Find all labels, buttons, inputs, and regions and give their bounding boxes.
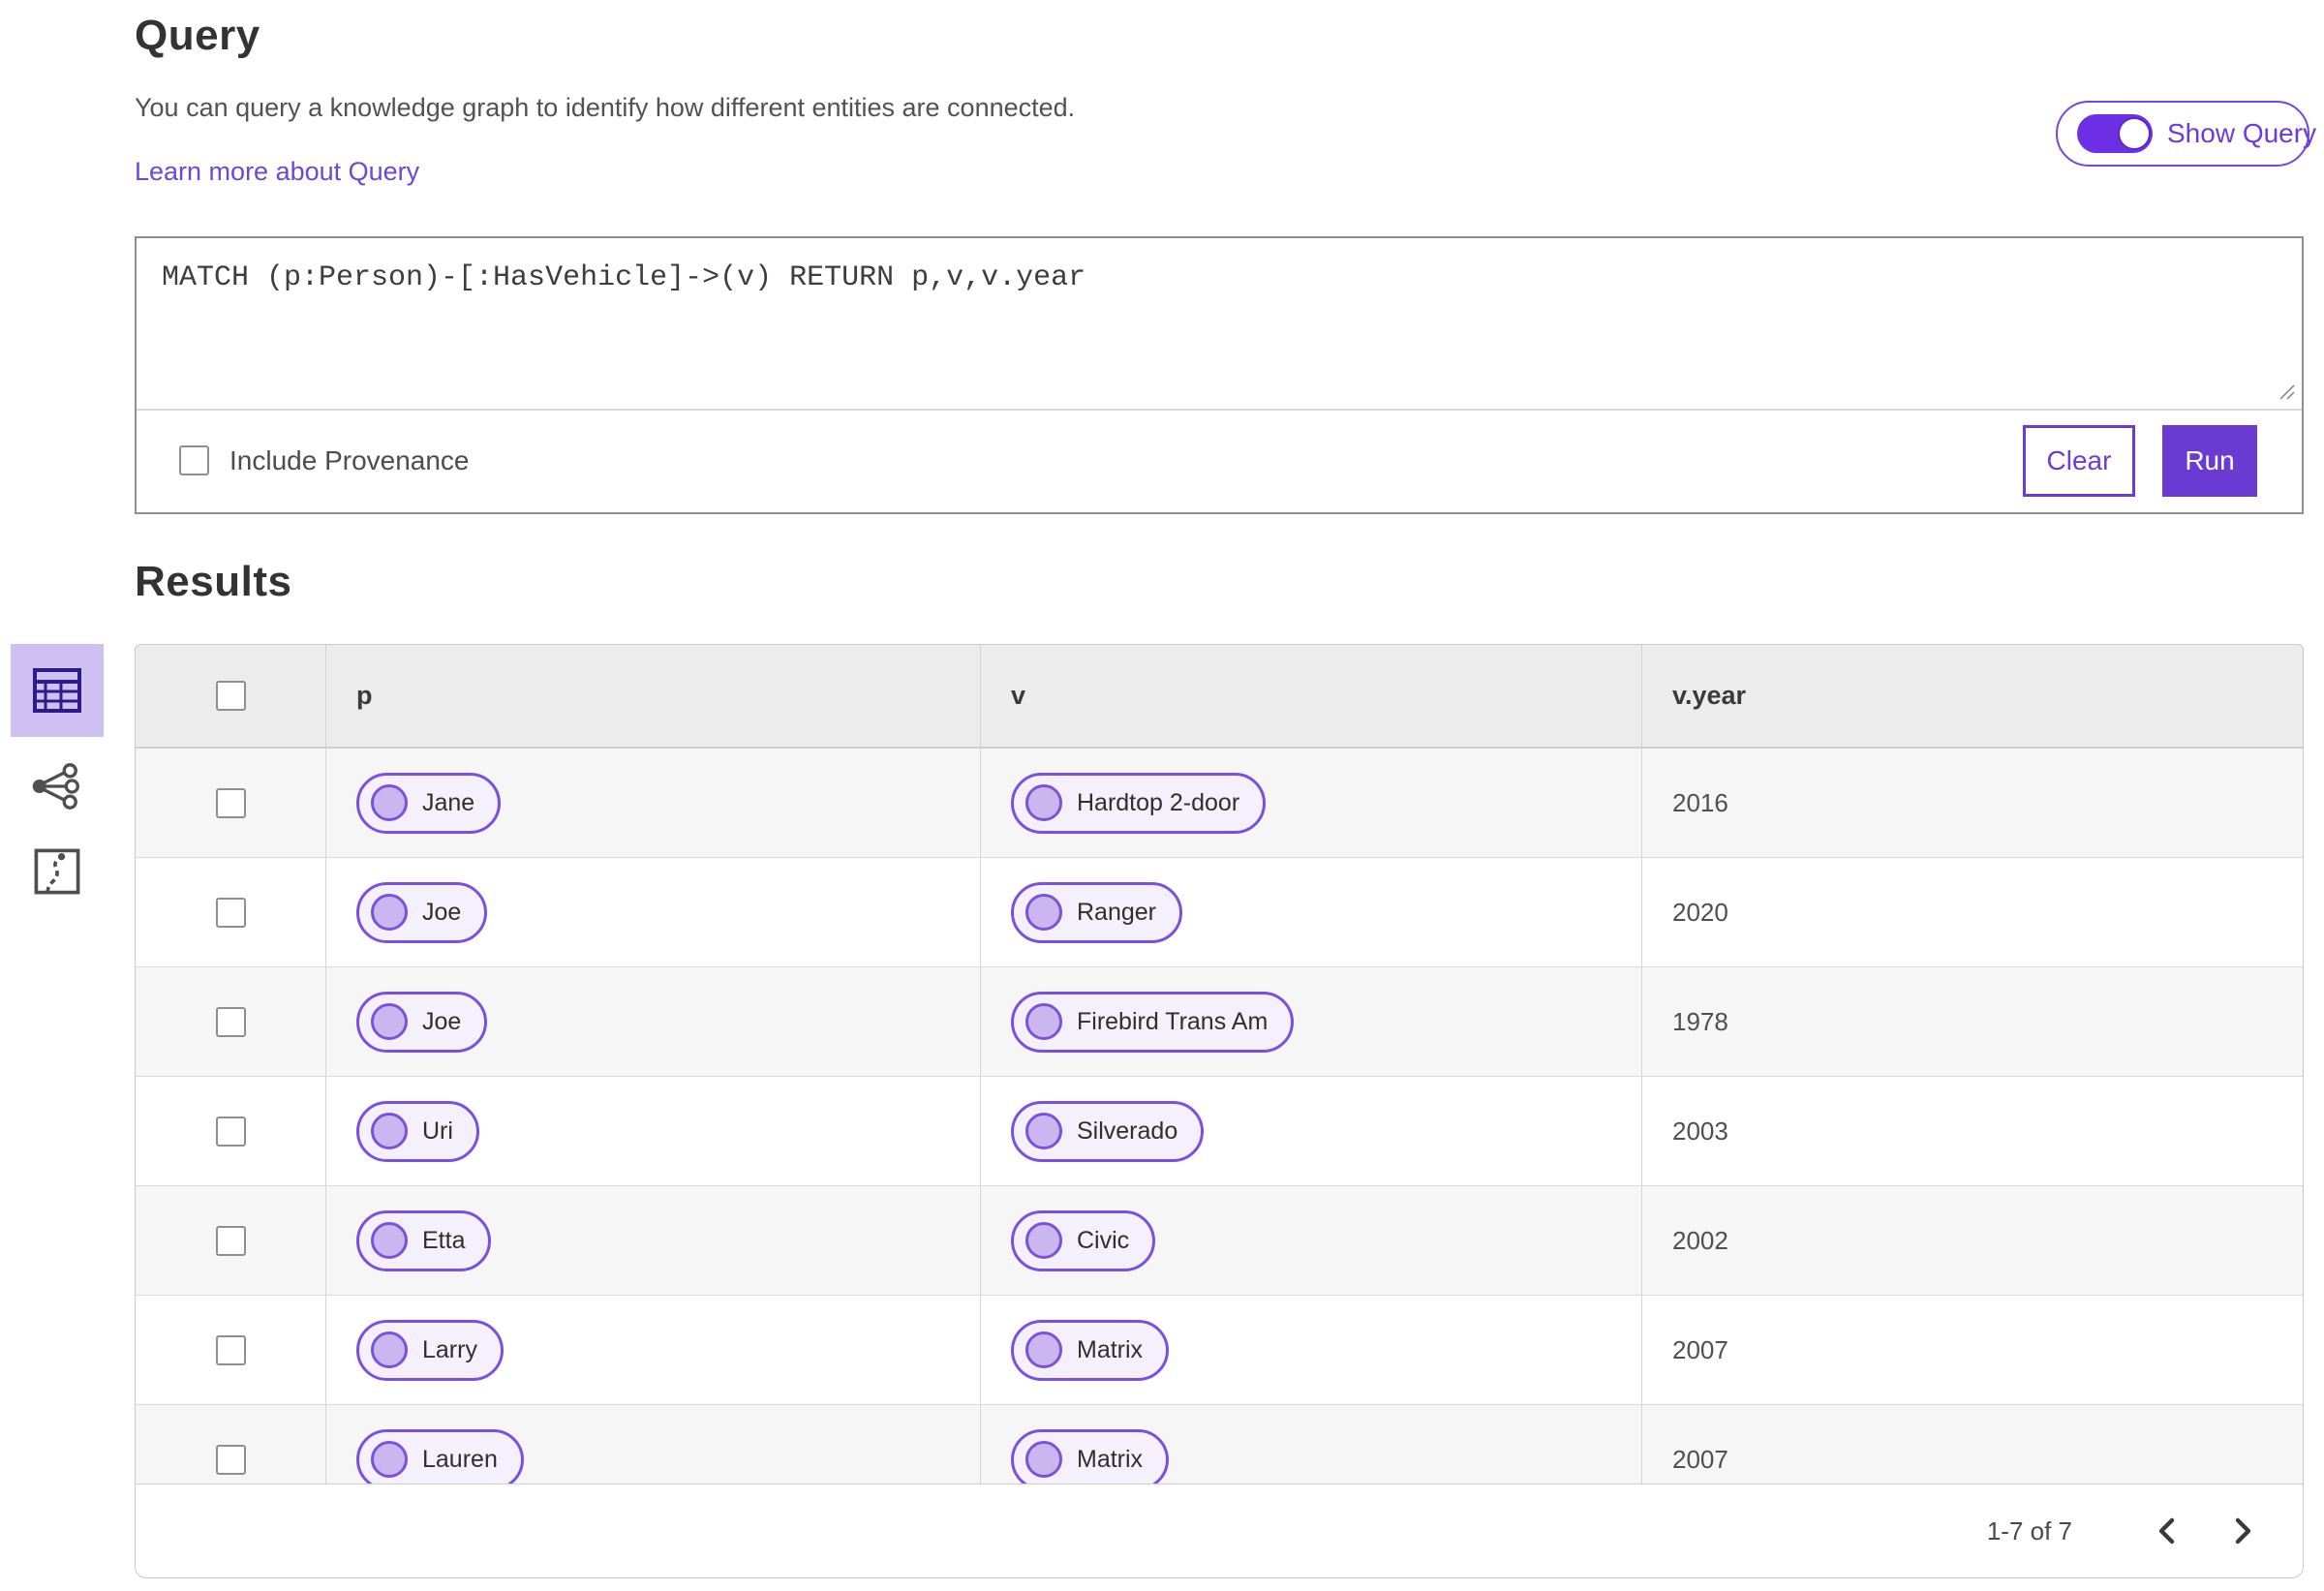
query-toolbar: Include Provenance Clear Run: [137, 411, 2302, 510]
chevron-right-icon: [2235, 1517, 2251, 1545]
chevron-left-icon: [2158, 1517, 2175, 1545]
select-all-checkbox[interactable]: [215, 681, 246, 711]
node-icon: [371, 1113, 408, 1149]
pill-label: Civic: [1077, 1226, 1130, 1254]
row-checkbox[interactable]: [215, 787, 246, 818]
node-icon: [1025, 1003, 1062, 1040]
learn-more-link[interactable]: Learn more about Query: [135, 157, 420, 186]
row-checkbox[interactable]: [215, 1225, 246, 1256]
entity-pill-person[interactable]: Joe: [356, 991, 488, 1053]
table-row: Jane Hardtop 2-door 2016: [136, 749, 2303, 858]
node-icon: [371, 1003, 408, 1040]
node-icon: [1025, 784, 1062, 821]
year-value: 1978: [1672, 1006, 1728, 1036]
table-row: Joe Ranger 2020: [136, 858, 2303, 967]
row-checkbox[interactable]: [215, 1444, 246, 1475]
node-icon: [1025, 1331, 1062, 1368]
page-title: Query: [135, 12, 260, 59]
node-icon: [371, 1441, 408, 1478]
table-row: Joe Firebird Trans Am 1978: [136, 967, 2303, 1077]
entity-pill-vehicle[interactable]: Firebird Trans Am: [1011, 991, 1295, 1053]
entity-pill-person[interactable]: Lauren: [356, 1428, 524, 1490]
table-row: Uri Silverado 2003: [136, 1077, 2303, 1186]
pill-label: Lauren: [422, 1445, 498, 1473]
run-button[interactable]: Run: [2162, 424, 2257, 497]
query-editor-card: MATCH (p:Person)-[:HasVehicle]->(v) RETU…: [135, 236, 2304, 514]
clear-button[interactable]: Clear: [2023, 424, 2135, 497]
year-value: 2007: [1672, 1444, 1728, 1474]
year-value: 2020: [1672, 897, 1728, 927]
toggle-switch-icon[interactable]: [2077, 114, 2153, 153]
node-icon: [371, 894, 408, 931]
entity-pill-vehicle[interactable]: Civic: [1011, 1209, 1156, 1271]
entity-pill-vehicle[interactable]: Silverado: [1011, 1100, 1205, 1162]
year-value: 2002: [1672, 1225, 1728, 1255]
node-icon: [1025, 894, 1062, 931]
row-checkbox[interactable]: [215, 1334, 246, 1365]
pill-label: Ranger: [1077, 898, 1156, 926]
pill-label: Larry: [422, 1335, 477, 1363]
entity-pill-person[interactable]: Uri: [356, 1100, 479, 1162]
table-row: Larry Matrix 2007: [136, 1296, 2303, 1405]
pagination-range-label: 1-7 of 7: [1986, 1515, 2072, 1545]
query-input[interactable]: MATCH (p:Person)-[:HasVehicle]->(v) RETU…: [137, 238, 2302, 411]
pill-label: Hardtop 2-door: [1077, 788, 1240, 816]
pagination-next-button[interactable]: [2223, 1510, 2262, 1552]
column-header-vyear: v.year: [1672, 681, 1747, 710]
network-graph-icon: [32, 763, 79, 810]
pill-label: Joe: [422, 1007, 462, 1035]
node-icon: [371, 1222, 408, 1259]
node-icon: [1025, 1222, 1062, 1259]
map-route-icon: [34, 848, 80, 895]
entity-pill-vehicle[interactable]: Hardtop 2-door: [1011, 772, 1267, 834]
row-checkbox[interactable]: [215, 1006, 246, 1037]
pill-label: Matrix: [1077, 1335, 1144, 1363]
pill-label: Matrix: [1077, 1445, 1144, 1473]
page-description: You can query a knowledge graph to ident…: [135, 93, 1076, 122]
pagination-prev-button[interactable]: [2148, 1510, 2186, 1552]
include-provenance-label: Include Provenance: [229, 444, 470, 475]
row-checkbox[interactable]: [215, 897, 246, 928]
node-icon: [371, 1331, 408, 1368]
entity-pill-person[interactable]: Joe: [356, 881, 488, 943]
column-header-v: v: [1011, 681, 1026, 710]
results-table: p v v.year Jane Hardtop 2-door 2016 Joe …: [135, 644, 2304, 1578]
year-value: 2003: [1672, 1116, 1728, 1146]
pagination-bar: 1-7 of 7: [136, 1484, 2303, 1577]
entity-pill-person[interactable]: Larry: [356, 1319, 504, 1381]
resize-grip-icon[interactable]: [2277, 382, 2296, 401]
node-icon: [371, 784, 408, 821]
entity-pill-person[interactable]: Jane: [356, 772, 502, 834]
show-query-label: Show Query: [2167, 118, 2317, 148]
table-icon: [33, 668, 81, 713]
row-checkbox[interactable]: [215, 1116, 246, 1147]
entity-pill-vehicle[interactable]: Ranger: [1011, 881, 1182, 943]
pill-label: Etta: [422, 1226, 466, 1254]
node-icon: [1025, 1441, 1062, 1478]
pill-label: Joe: [422, 898, 462, 926]
year-value: 2007: [1672, 1334, 1728, 1364]
pill-label: Silverado: [1077, 1117, 1178, 1145]
table-header-row: p v v.year: [136, 645, 2303, 749]
pill-label: Jane: [422, 788, 475, 816]
table-view-button[interactable]: [11, 644, 104, 737]
include-provenance-checkbox[interactable]: [179, 445, 209, 475]
pill-label: Firebird Trans Am: [1077, 1007, 1269, 1035]
entity-pill-vehicle[interactable]: Matrix: [1011, 1319, 1170, 1381]
toggle-knob: [2118, 117, 2151, 150]
table-row: Etta Civic 2002: [136, 1186, 2303, 1296]
map-view-button[interactable]: [31, 845, 83, 898]
node-icon: [1025, 1113, 1062, 1149]
pill-label: Uri: [422, 1117, 453, 1145]
entity-pill-vehicle[interactable]: Matrix: [1011, 1428, 1170, 1490]
results-title: Results: [135, 558, 292, 605]
year-value: 2016: [1672, 787, 1728, 817]
show-query-toggle-button[interactable]: Show Query: [2056, 101, 2316, 167]
entity-pill-person[interactable]: Etta: [356, 1209, 492, 1271]
column-header-p: p: [356, 681, 373, 710]
graph-view-button[interactable]: [29, 758, 85, 814]
